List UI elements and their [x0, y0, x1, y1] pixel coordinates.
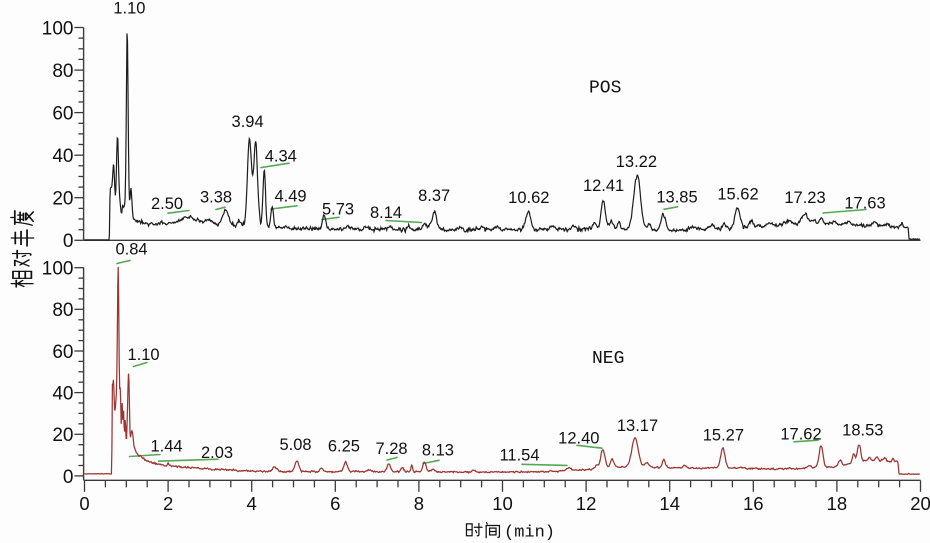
svg-text:20: 20 [910, 493, 930, 514]
svg-text:NEG: NEG [592, 349, 624, 369]
svg-text:0.84: 0.84 [115, 241, 147, 259]
svg-text:16: 16 [743, 493, 764, 514]
svg-text:3.38: 3.38 [200, 188, 232, 206]
svg-text:15.27: 15.27 [703, 426, 744, 444]
svg-text:17.63: 17.63 [844, 195, 885, 213]
svg-text:7.28: 7.28 [375, 440, 407, 458]
svg-text:4: 4 [247, 493, 257, 514]
svg-text:5.73: 5.73 [322, 200, 354, 218]
svg-text:0: 0 [63, 467, 74, 488]
svg-text:10: 10 [492, 493, 513, 514]
svg-text:POS: POS [589, 78, 621, 98]
svg-text:1.44: 1.44 [150, 437, 182, 455]
svg-text:4.34: 4.34 [265, 148, 297, 166]
svg-text:80: 80 [52, 61, 73, 82]
svg-text:60: 60 [52, 342, 73, 363]
svg-text:0: 0 [79, 493, 89, 514]
svg-text:17.23: 17.23 [784, 189, 825, 207]
svg-text:20: 20 [52, 189, 73, 210]
svg-text:40: 40 [52, 146, 73, 167]
svg-text:11.54: 11.54 [499, 447, 539, 465]
svg-text:6.25: 6.25 [328, 438, 360, 456]
svg-text:13.17: 13.17 [617, 417, 658, 435]
svg-text:12: 12 [576, 493, 597, 514]
svg-text:18.53: 18.53 [842, 421, 883, 439]
svg-text:14: 14 [659, 493, 680, 514]
svg-text:4.49: 4.49 [274, 188, 306, 206]
svg-text:12.40: 12.40 [558, 430, 599, 448]
svg-text:3.94: 3.94 [232, 113, 264, 131]
svg-text:1.10: 1.10 [113, 0, 145, 18]
svg-text:5.08: 5.08 [279, 436, 311, 454]
svg-text:60: 60 [52, 104, 73, 125]
svg-text:10.62: 10.62 [508, 189, 549, 207]
svg-text:6: 6 [330, 493, 340, 514]
svg-text:2.03: 2.03 [201, 444, 233, 462]
svg-text:8.13: 8.13 [422, 441, 454, 459]
svg-text:40: 40 [52, 384, 73, 405]
svg-text:13.22: 13.22 [616, 153, 657, 171]
svg-text:0: 0 [63, 231, 74, 252]
svg-text:18: 18 [827, 493, 848, 514]
svg-text:12.41: 12.41 [583, 177, 624, 195]
svg-text:8.37: 8.37 [418, 187, 450, 205]
svg-text:15.62: 15.62 [717, 185, 758, 203]
svg-text:80: 80 [52, 300, 73, 321]
svg-text:100: 100 [42, 259, 74, 280]
svg-text:17.62: 17.62 [780, 426, 821, 444]
svg-text:8: 8 [414, 493, 424, 514]
svg-text:2: 2 [163, 493, 173, 514]
svg-text:100: 100 [42, 18, 74, 39]
svg-text:(min): (min) [504, 524, 555, 543]
svg-text:2.50: 2.50 [151, 195, 183, 213]
svg-text:1.10: 1.10 [127, 346, 159, 364]
svg-text:8.14: 8.14 [370, 204, 402, 222]
svg-text:13.85: 13.85 [656, 189, 697, 207]
svg-text:20: 20 [52, 425, 73, 446]
